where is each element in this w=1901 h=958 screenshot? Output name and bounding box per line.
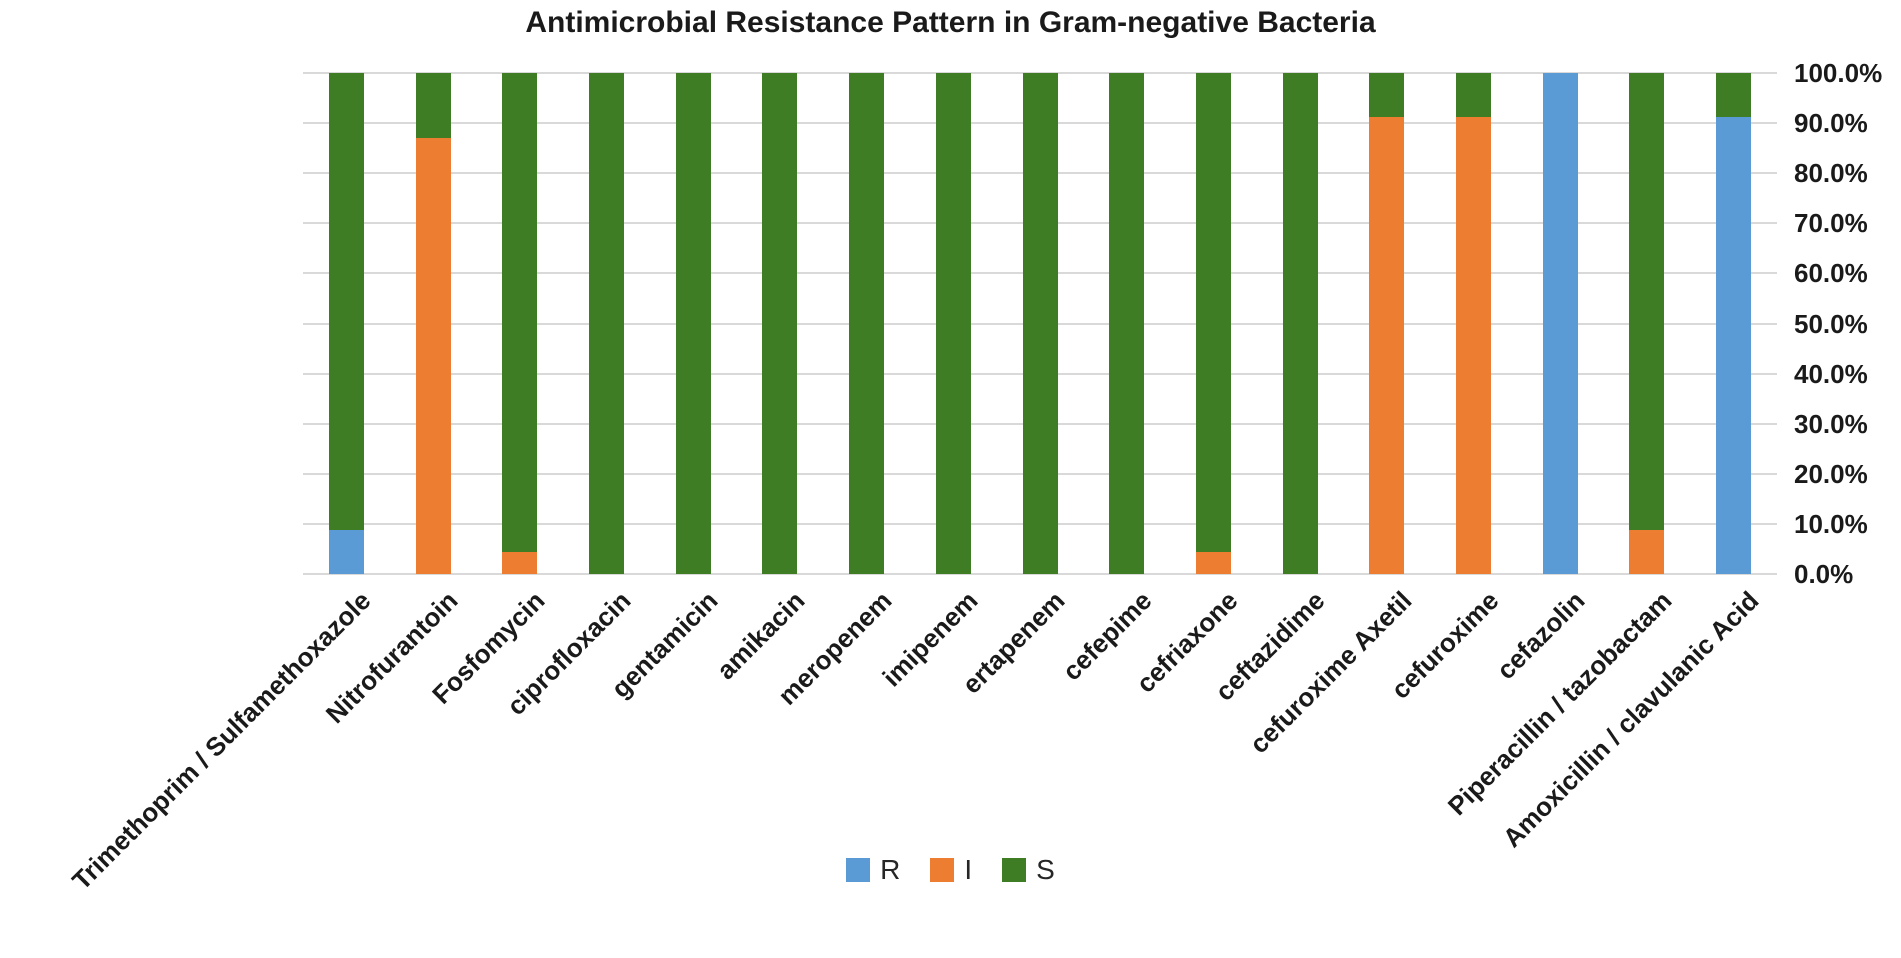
chart-title: Antimicrobial Resistance Pattern in Gram… bbox=[525, 6, 1376, 39]
legend-swatch-icon bbox=[1002, 858, 1027, 882]
bar-segment-S bbox=[675, 73, 711, 574]
bar-segment-R bbox=[328, 530, 364, 574]
y-tick-label: 50.0% bbox=[1794, 308, 1868, 339]
bar-ciprofloxacin bbox=[588, 73, 624, 574]
y-tick-label: 40.0% bbox=[1794, 358, 1868, 389]
bar-ceftazidime bbox=[1282, 73, 1318, 574]
bar-cefepime bbox=[1109, 73, 1145, 574]
bar-segment-S bbox=[1282, 73, 1318, 574]
bar-segment-S bbox=[328, 73, 364, 531]
bar-cefriaxone bbox=[1195, 73, 1231, 574]
bar-segment-S bbox=[1369, 73, 1405, 117]
bar-Amoxicillin / clavulanic Acid bbox=[1716, 73, 1752, 574]
y-tick-label: 20.0% bbox=[1794, 458, 1868, 489]
legend-label: I bbox=[964, 854, 973, 885]
bar-segment-S bbox=[1109, 73, 1145, 574]
bar-gentamicin bbox=[675, 73, 711, 574]
legend-item-R: R bbox=[846, 856, 900, 884]
y-tick-label: 30.0% bbox=[1794, 408, 1868, 439]
bar-imipenem bbox=[935, 73, 971, 574]
bar-segment-I bbox=[1629, 530, 1665, 574]
bar-segment-I bbox=[415, 138, 451, 574]
legend-swatch-icon bbox=[930, 858, 955, 882]
y-tick-label: 80.0% bbox=[1794, 158, 1868, 189]
bar-segment-R bbox=[1542, 73, 1578, 574]
y-tick-label: 100.0% bbox=[1794, 58, 1883, 88]
y-tick-label: 60.0% bbox=[1794, 258, 1868, 289]
bar-segment-S bbox=[1022, 73, 1058, 574]
bar-segment-I bbox=[1195, 552, 1231, 574]
bar-segment-I bbox=[1369, 116, 1405, 574]
bar-meropenem bbox=[849, 73, 885, 574]
bar-ertapenem bbox=[1022, 73, 1058, 574]
plot-area bbox=[303, 72, 1777, 575]
legend-item-I: I bbox=[930, 856, 972, 884]
y-tick-label: 10.0% bbox=[1794, 508, 1868, 539]
bar-cefuroxime Axetil bbox=[1369, 73, 1405, 574]
bar-segment-I bbox=[502, 552, 538, 574]
bar-amikacin bbox=[762, 73, 798, 574]
y-tick-label: 90.0% bbox=[1794, 108, 1868, 139]
bar-segment-R bbox=[1716, 116, 1752, 574]
bar-segment-S bbox=[1195, 73, 1231, 553]
y-tick-label: 0.0% bbox=[1794, 559, 1854, 589]
bar-Trimethoprim / Sulfamethoxazole bbox=[328, 73, 364, 574]
bar-Fosfomycin bbox=[502, 73, 538, 574]
bar-segment-S bbox=[935, 73, 971, 574]
bar-segment-S bbox=[1456, 73, 1492, 117]
bar-segment-S bbox=[1629, 73, 1665, 531]
bar-cefuroxime bbox=[1456, 73, 1492, 574]
bar-segment-I bbox=[1456, 116, 1492, 574]
bar-segment-S bbox=[415, 73, 451, 139]
gridline bbox=[303, 573, 1777, 575]
legend-swatch-icon bbox=[846, 858, 871, 882]
legend-label: R bbox=[880, 854, 901, 885]
bar-segment-S bbox=[1716, 73, 1752, 117]
bar-Nitrofurantoin bbox=[415, 73, 451, 574]
bar-segment-S bbox=[588, 73, 624, 574]
bar-segment-S bbox=[502, 73, 538, 553]
legend-item-S: S bbox=[1002, 856, 1055, 884]
legend-label: S bbox=[1036, 854, 1055, 885]
bar-Piperacillin / tazobactam bbox=[1629, 73, 1665, 574]
y-tick-label: 70.0% bbox=[1794, 208, 1868, 239]
bar-segment-S bbox=[849, 73, 885, 574]
bar-segment-S bbox=[762, 73, 798, 574]
bar-cefazolin bbox=[1542, 73, 1578, 574]
